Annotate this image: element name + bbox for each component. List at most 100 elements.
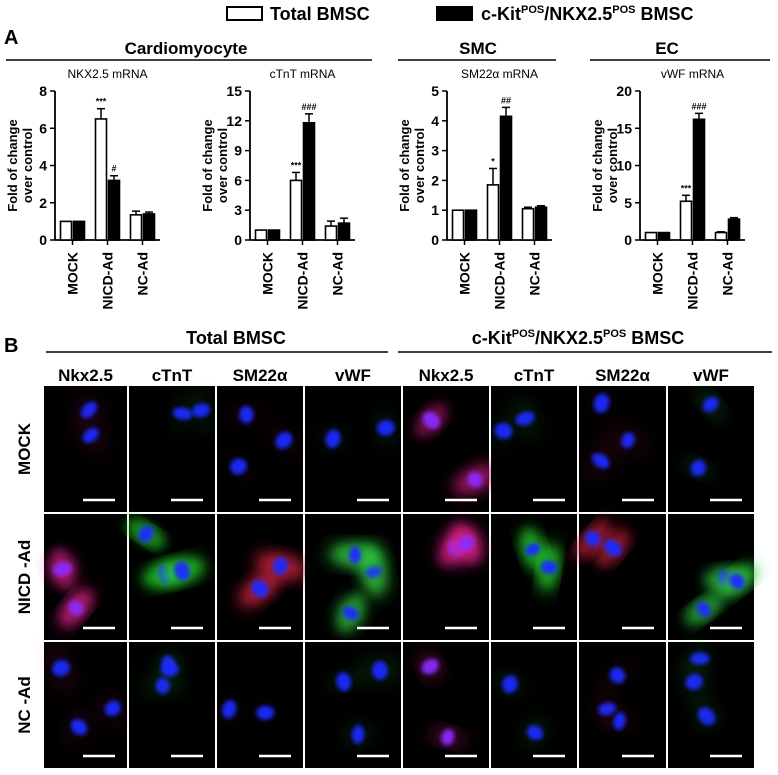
nucleus bbox=[104, 700, 121, 716]
nucleus bbox=[502, 675, 518, 694]
nucleus bbox=[621, 432, 635, 449]
panel-b-letter: B bbox=[4, 335, 18, 357]
nucleus bbox=[364, 564, 382, 578]
nucleus bbox=[696, 601, 711, 618]
nucleus bbox=[256, 705, 275, 720]
y-tick-label: 5 bbox=[624, 195, 632, 211]
panel-b-group-total: Total BMSC bbox=[186, 328, 286, 348]
nucleus bbox=[160, 662, 179, 677]
bar bbox=[289, 179, 303, 241]
bar bbox=[129, 214, 143, 241]
chart-3: SM22α mRNA Fold of changeover control 0 1 2 3… bbox=[397, 67, 552, 310]
bar bbox=[337, 222, 351, 241]
nucleus bbox=[68, 600, 84, 616]
micrograph bbox=[403, 642, 489, 768]
y-tick-label: 1 bbox=[431, 202, 439, 218]
column-label: cTnT bbox=[514, 366, 555, 385]
nucleus bbox=[422, 411, 441, 429]
column-label: SM22α bbox=[233, 366, 288, 385]
significance-label: *** bbox=[681, 183, 692, 193]
micrograph bbox=[668, 639, 754, 768]
micrograph-background bbox=[305, 386, 401, 512]
y-tick-label: 20 bbox=[616, 83, 632, 99]
nucleus bbox=[421, 658, 439, 675]
chart-title: cTnT mRNA bbox=[270, 67, 336, 81]
nucleus bbox=[458, 535, 475, 551]
nucleus bbox=[173, 561, 191, 581]
y-tick-label: 12 bbox=[226, 113, 242, 129]
chart-2: cTnT mRNA Fold of changeover control 0 3 6 9 1… bbox=[200, 67, 355, 310]
micrograph bbox=[491, 642, 577, 768]
y-tick-label: 0 bbox=[234, 232, 242, 248]
micrograph bbox=[126, 514, 215, 640]
row-label: MOCK bbox=[15, 422, 34, 475]
micrograph bbox=[579, 386, 666, 512]
significance-label: # bbox=[111, 164, 116, 174]
nucleus bbox=[275, 431, 293, 450]
nucleus bbox=[441, 728, 455, 746]
chart-title: vWF mRNA bbox=[661, 67, 724, 81]
x-tick-label: NC-Ad bbox=[720, 252, 736, 296]
x-tick-label: NICD-Ad bbox=[295, 252, 311, 310]
bar bbox=[679, 200, 693, 241]
micrograph bbox=[403, 386, 498, 512]
y-tick-label: 3 bbox=[234, 202, 242, 218]
significance-label: *** bbox=[96, 97, 107, 107]
y-tick-label: 5 bbox=[431, 83, 439, 99]
bar bbox=[142, 213, 156, 241]
legend-label-total: Total BMSC bbox=[270, 4, 370, 24]
chart-title: SM22α mRNA bbox=[461, 67, 538, 81]
nucleus bbox=[540, 560, 558, 575]
nucleus bbox=[467, 471, 483, 488]
bar-charts: NKX2.5 mRNA Fold of changeover control 0 2 4… bbox=[5, 67, 745, 310]
bar bbox=[107, 179, 121, 241]
chart-4: vWF mRNA Fold of changeover control 0 5 10 15… bbox=[590, 67, 745, 310]
bar bbox=[534, 206, 548, 241]
group-label-ec: EC bbox=[655, 39, 679, 58]
y-tick-label: 0 bbox=[39, 232, 47, 248]
x-tick-label: NC-Ad bbox=[527, 252, 543, 296]
row-label: NICD -Ad bbox=[15, 540, 34, 615]
nucleus bbox=[81, 401, 98, 419]
nucleus bbox=[376, 420, 395, 436]
micrograph bbox=[129, 383, 215, 512]
x-tick-label: NICD-Ad bbox=[685, 252, 701, 310]
micrograph bbox=[44, 386, 127, 512]
micrograph bbox=[44, 514, 127, 640]
micrograph bbox=[491, 514, 577, 640]
chart-title: NKX2.5 mRNA bbox=[67, 67, 147, 81]
x-tick-label: NICD-Ad bbox=[100, 252, 116, 310]
micrograph bbox=[491, 386, 577, 512]
column-label: vWF bbox=[335, 366, 371, 385]
significance-label: * bbox=[491, 156, 495, 166]
micrograph bbox=[305, 514, 401, 640]
significance-label: ## bbox=[501, 95, 511, 105]
x-tick-label: MOCK bbox=[260, 252, 276, 295]
nucleus bbox=[172, 407, 193, 420]
y-tick-label: 2 bbox=[39, 195, 47, 211]
nucleus bbox=[526, 725, 544, 740]
nucleus bbox=[70, 719, 88, 736]
bar bbox=[324, 225, 338, 241]
nucleus bbox=[494, 422, 513, 439]
micrograph bbox=[217, 514, 308, 640]
nucleus bbox=[685, 674, 703, 690]
micrograph bbox=[217, 386, 303, 512]
y-tick-label: 6 bbox=[39, 120, 47, 136]
micrograph bbox=[579, 642, 666, 768]
x-tick-label: NC-Ad bbox=[330, 252, 346, 296]
group-label-cardiomyocyte: Cardiomyocyte bbox=[125, 39, 248, 58]
group-label-smc: SMC bbox=[459, 39, 497, 58]
column-label: Nkx2.5 bbox=[58, 366, 113, 385]
micrograph bbox=[216, 642, 303, 768]
nucleus bbox=[222, 700, 237, 719]
micrograph bbox=[668, 386, 754, 512]
y-tick-label: 4 bbox=[431, 113, 439, 129]
nucleus bbox=[603, 539, 622, 557]
y-axis-label: Fold of changeover control bbox=[397, 119, 427, 211]
y-tick-label: 15 bbox=[226, 83, 242, 99]
nucleus bbox=[52, 660, 70, 677]
bar bbox=[451, 209, 465, 241]
nucleus bbox=[729, 573, 745, 590]
